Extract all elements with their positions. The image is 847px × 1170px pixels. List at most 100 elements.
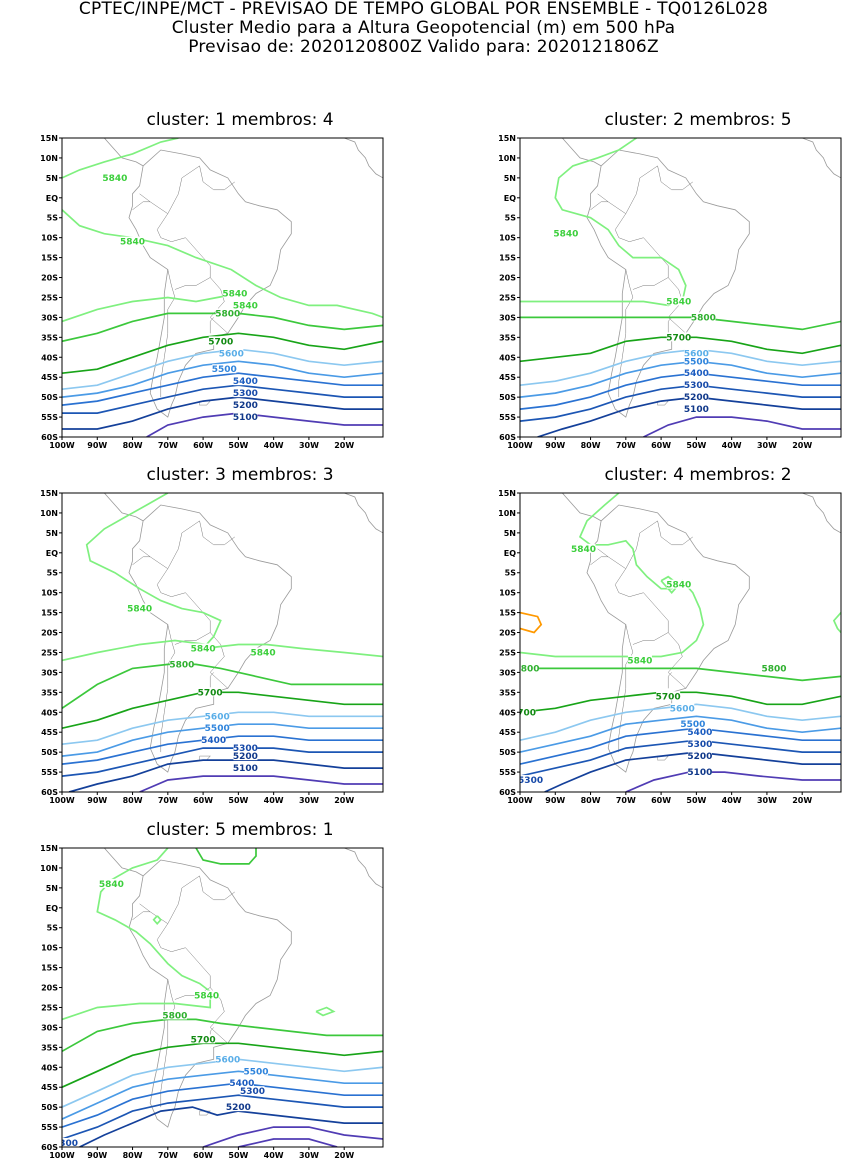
contour-label-5700: 5700 [511,708,536,718]
contour-label-bg [233,763,258,773]
map-frame [519,137,842,438]
lat-label: 40S [41,1063,58,1072]
coastline-central-america [562,138,602,167]
contour-label-5500: 5500 [243,1067,268,1077]
lat-label: 5S [47,569,59,578]
contour-label-5100: 5100 [233,764,258,774]
contour-5840 [832,612,841,634]
country-border [199,520,235,546]
contour-label-5700: 5700 [191,1035,216,1045]
country-border [199,875,235,901]
contour-5200 [62,396,383,430]
contour-label-bg [215,308,240,318]
contour-5840 [520,138,687,307]
lon-label: 40W [264,1151,284,1160]
lat-label: 15S [41,964,58,973]
contour-5300 [62,384,383,414]
country-border [160,624,176,753]
lat-label: 25S [41,1003,58,1012]
contour-label-bg [194,990,219,1000]
lat-label: EQ [46,549,58,558]
coastline-africa [802,493,841,534]
lon-label: 30W [757,441,777,450]
lat-label: 20S [41,984,58,993]
contour-5840 [203,643,383,658]
contour-5840 [520,493,705,658]
contour-5700 [62,332,383,375]
contour-label-5500: 5500 [212,365,237,375]
lon-label: 80W [581,796,601,805]
contour-label-5200: 5200 [233,752,258,762]
lat-label: 5N [504,174,516,183]
contour-5500 [520,360,841,398]
contour-label-bg [684,392,709,402]
contour-5840 [62,209,383,319]
lat-label: 35S [499,333,516,342]
lat-label: 45S [499,373,516,382]
map-layer: 5840 5840 5840 5800 5800 5700 5700 5600 55005400… [511,493,841,792]
contour-label-bg [656,691,681,701]
lat-label: 30S [41,1023,58,1032]
lat-label: 30S [41,313,58,322]
country-border [657,520,693,546]
country-border [629,592,669,633]
country-border [132,201,151,210]
lat-label: 40S [499,353,516,362]
cluster-1-title: cluster: 1 membros: 4 [146,110,334,130]
contour-5900 [520,611,543,634]
contour-label-5840: 5840 [99,880,124,890]
lat-label: 50S [499,748,516,757]
coastline-africa [344,493,383,534]
contour-label-bg [233,388,258,398]
contour-label-bg [520,707,536,717]
contour-5800 [520,667,841,682]
lat-label: 10S [41,234,58,243]
cluster-panel-1: cluster: 1 membros: 4 5840 5840 5840 5840 58… [20,110,400,460]
lat-label: 25S [499,293,516,302]
lat-label: 50S [41,748,58,757]
lat-label: 55S [499,413,516,422]
contour-label-bg [229,1078,254,1088]
contour-label-5840: 5840 [666,581,691,591]
lat-label: 50S [41,1103,58,1112]
contour-label-5800: 5800 [691,313,716,323]
country-border [625,165,658,214]
contour-label-5840: 5840 [251,648,276,658]
contour-label-bg [684,380,709,390]
country-border [139,548,172,597]
lon-label: 60W [193,796,213,805]
contour-label-bg [520,663,540,673]
country-border [174,277,211,290]
contour-label-5300: 5300 [240,1087,265,1097]
lat-label: 10S [499,234,516,243]
contour-label-bg [666,296,691,306]
contour-5600 [62,1058,383,1108]
country-border [167,520,200,569]
contour-label-bg [687,767,712,777]
contour-label-5840: 5840 [194,992,219,1002]
contour-label-5600: 5600 [670,704,695,714]
lon-label: 80W [581,441,601,450]
lon-label: 50W [228,796,248,805]
coastline-africa [802,138,841,179]
lon-label: 80W [123,441,143,450]
coastline-central-america [562,493,602,522]
lon-label: 30W [299,796,319,805]
lat-label: 45S [41,373,58,382]
contour-label-bg [233,400,258,410]
contour-5400 [62,1082,383,1128]
contour-label-bg [102,172,127,182]
lon-label: 60W [651,441,671,450]
page-header: CPTEC/INPE/MCT - PREVISAO DE TEMPO GLOBA… [0,0,847,57]
contour-label-bg [120,236,145,246]
country-border [597,193,630,242]
contour-5100 [625,771,841,792]
lat-label: 20S [41,629,58,638]
country-border [160,269,176,398]
lon-label: 60W [651,796,671,805]
cluster-panel-5: cluster: 5 membros: 1 5840 5840 5800 5700 56… [20,820,400,1170]
lon-label: 30W [299,441,319,450]
country-border [625,520,658,569]
